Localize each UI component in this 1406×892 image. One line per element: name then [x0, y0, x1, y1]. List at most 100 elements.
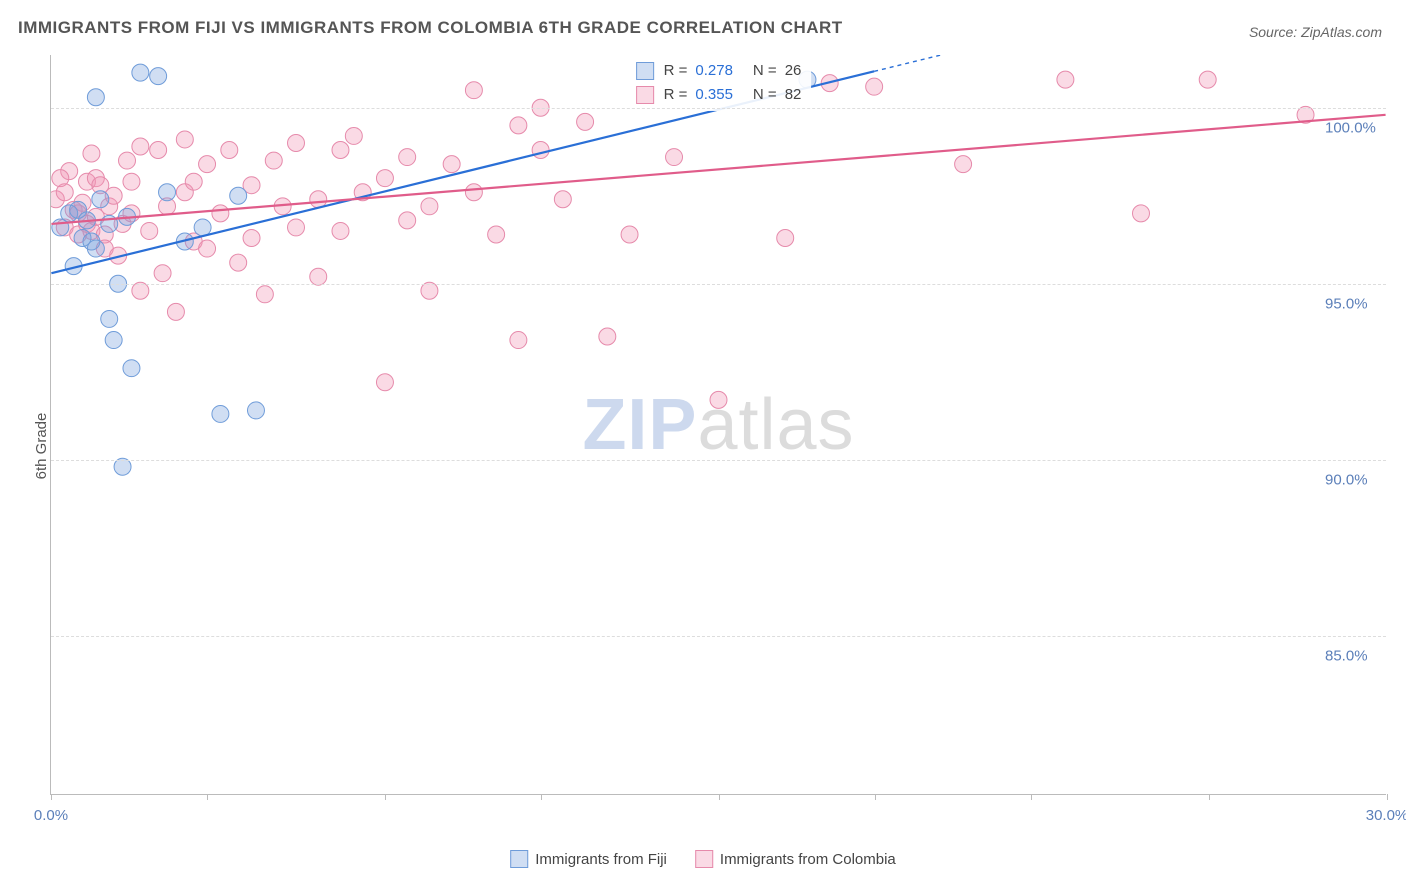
data-point [332, 222, 349, 239]
gridline [51, 284, 1386, 285]
data-point [1199, 71, 1216, 88]
data-point [221, 142, 238, 159]
data-point [243, 230, 260, 247]
data-point [399, 212, 416, 229]
bottom-legend-item: Immigrants from Fiji [510, 850, 667, 868]
legend-n-value: 26 [785, 59, 802, 83]
data-point [101, 310, 118, 327]
data-point [777, 230, 794, 247]
legend-label: Immigrants from Fiji [535, 851, 667, 868]
data-point [185, 173, 202, 190]
data-point [1057, 71, 1074, 88]
x-tick [1387, 794, 1388, 800]
y-tick-label: 100.0% [1325, 119, 1380, 136]
x-tick [1209, 794, 1210, 800]
data-point [119, 152, 136, 169]
legend-row: R =0.278N =26 [636, 59, 802, 83]
data-point [150, 68, 167, 85]
y-axis-title: 6th Grade [33, 413, 50, 480]
data-point [332, 142, 349, 159]
data-point [230, 187, 247, 204]
data-point [866, 78, 883, 95]
gridline [51, 108, 1386, 109]
legend-box: R =0.278N =26R =0.355N =82 [626, 55, 812, 111]
data-point [510, 332, 527, 349]
data-point [554, 191, 571, 208]
x-tick-label: 30.0% [1366, 807, 1406, 824]
data-point [955, 156, 972, 173]
source-prefix: Source: [1249, 24, 1301, 40]
data-point [176, 131, 193, 148]
legend-n-label: N = [753, 83, 777, 107]
data-point [488, 226, 505, 243]
data-point [141, 222, 158, 239]
data-point [123, 360, 140, 377]
data-point [621, 226, 638, 243]
x-tick [51, 794, 52, 800]
legend-label: Immigrants from Colombia [720, 851, 896, 868]
data-point [399, 149, 416, 166]
data-point [465, 82, 482, 99]
data-point [265, 152, 282, 169]
trend-line [51, 115, 1385, 224]
data-point [87, 240, 104, 257]
data-point [123, 173, 140, 190]
legend-r-label: R = [664, 83, 688, 107]
legend-row: R =0.355N =82 [636, 83, 802, 107]
data-point [199, 240, 216, 257]
bottom-legend-item: Immigrants from Colombia [695, 850, 896, 868]
x-tick [1031, 794, 1032, 800]
gridline [51, 636, 1386, 637]
data-point [376, 170, 393, 187]
data-point [212, 205, 229, 222]
plot-area: ZIPatlas R =0.278N =26R =0.355N =82 85.0… [50, 55, 1386, 795]
data-point [376, 374, 393, 391]
data-point [443, 156, 460, 173]
data-point [465, 184, 482, 201]
data-point [194, 219, 211, 236]
x-tick [875, 794, 876, 800]
data-point [105, 332, 122, 349]
data-point [532, 142, 549, 159]
data-point [132, 64, 149, 81]
data-point [247, 402, 264, 419]
x-tick [385, 794, 386, 800]
data-point [310, 268, 327, 285]
legend-r-value: 0.278 [695, 59, 733, 83]
bottom-legend: Immigrants from Fiji Immigrants from Colo… [510, 850, 896, 868]
legend-swatch [636, 86, 654, 104]
source-attribution: Source: ZipAtlas.com [1249, 24, 1382, 40]
legend-r-value: 0.355 [695, 83, 733, 107]
legend-swatch [695, 850, 713, 868]
scatter-svg [51, 55, 1386, 794]
x-tick [719, 794, 720, 800]
data-point [83, 145, 100, 162]
chart-title: IMMIGRANTS FROM FIJI VS IMMIGRANTS FROM … [18, 18, 843, 38]
data-point [52, 170, 69, 187]
data-point [288, 219, 305, 236]
gridline [51, 460, 1386, 461]
data-point [421, 198, 438, 215]
data-point [212, 405, 229, 422]
data-point [167, 303, 184, 320]
data-point [710, 391, 727, 408]
data-point [577, 113, 594, 130]
data-point [1133, 205, 1150, 222]
data-point [230, 254, 247, 271]
x-tick [541, 794, 542, 800]
data-point [666, 149, 683, 166]
x-tick-label: 0.0% [34, 807, 68, 824]
x-tick [207, 794, 208, 800]
data-point [510, 117, 527, 134]
data-point [599, 328, 616, 345]
data-point [159, 184, 176, 201]
y-tick-label: 90.0% [1325, 472, 1380, 489]
data-point [288, 134, 305, 151]
data-point [199, 156, 216, 173]
legend-r-label: R = [664, 59, 688, 83]
data-point [154, 265, 171, 282]
data-point [87, 89, 104, 106]
data-point [132, 138, 149, 155]
y-tick-label: 85.0% [1325, 648, 1380, 665]
trend-line-extrapolated [874, 55, 941, 71]
